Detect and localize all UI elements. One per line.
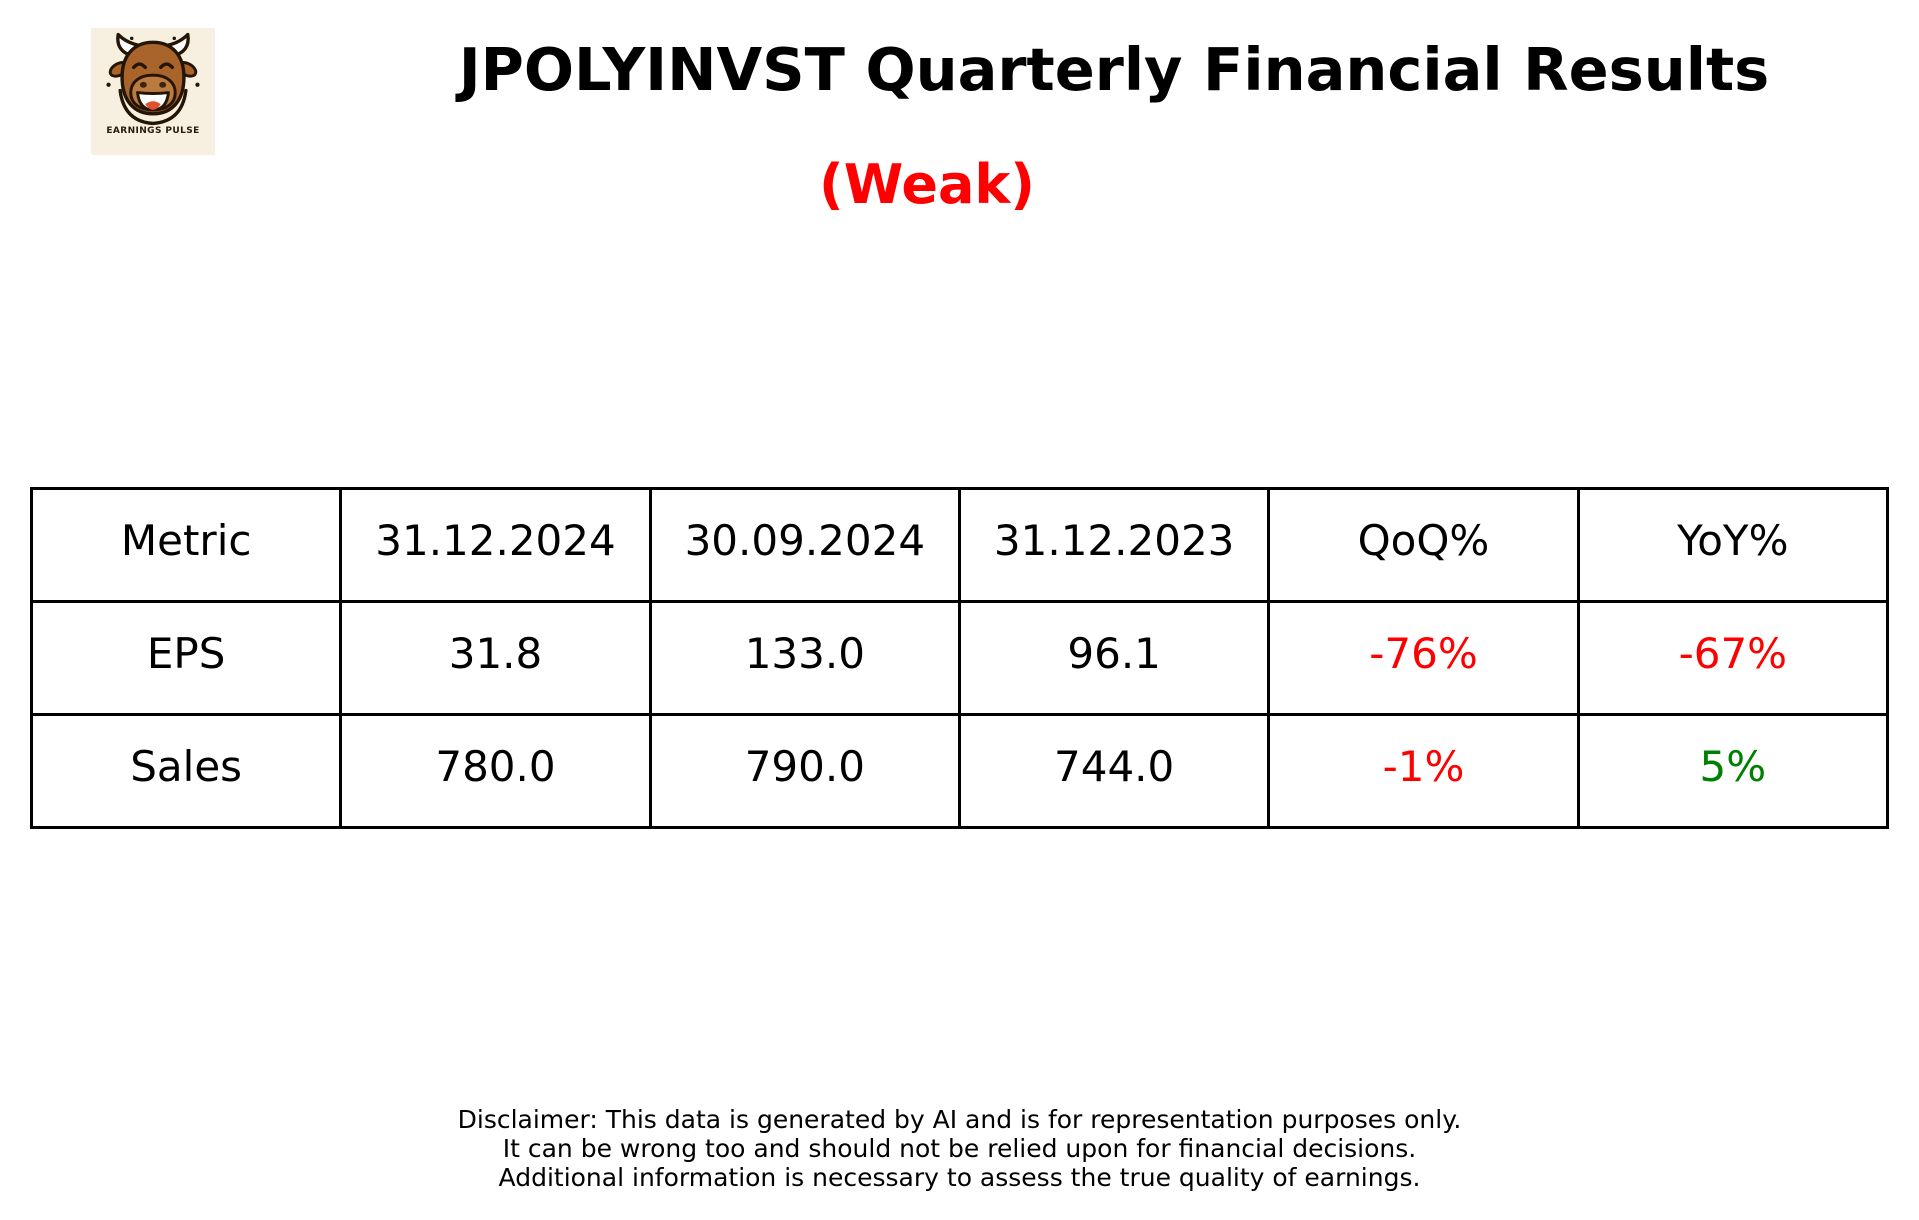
yoy-change-cell: -67%	[1576, 600, 1890, 716]
column-header-metric: Metric	[29, 487, 343, 603]
table-cell: 96.1	[957, 600, 1271, 716]
bull-cartoon-icon	[106, 32, 200, 126]
yoy-change-cell: 5%	[1576, 713, 1890, 829]
page-title: JPOLYINVST Quarterly Financial Results	[458, 35, 1770, 104]
quarterly-results-table: Metric 31.12.2024 30.09.2024 31.12.2023 …	[29, 487, 1890, 829]
logo-brand-text: EARNINGS PULSE	[106, 126, 200, 136]
table-cell: 744.0	[957, 713, 1271, 829]
table-cell: 790.0	[648, 713, 961, 829]
earnings-pulse-logo: EARNINGS PULSE	[91, 28, 215, 155]
table-row-eps: EPS 31.8 133.0 96.1 -76% -67%	[29, 600, 1890, 716]
column-header-q-current: 31.12.2024	[339, 487, 652, 603]
column-header-yoy: YoY%	[1576, 487, 1890, 603]
disclaimer-text: Disclaimer: This data is generated by AI…	[0, 1105, 1919, 1192]
table-cell: 133.0	[648, 600, 961, 716]
disclaimer-line: Disclaimer: This data is generated by AI…	[457, 1105, 1462, 1134]
column-header-qoq: QoQ%	[1267, 487, 1580, 603]
metric-label: Sales	[29, 713, 343, 829]
column-header-q-yearago: 31.12.2023	[957, 487, 1271, 603]
sentiment-label: (Weak)	[819, 153, 1035, 216]
table-cell: 31.8	[339, 600, 652, 716]
table-header-row: Metric 31.12.2024 30.09.2024 31.12.2023 …	[29, 487, 1890, 603]
qoq-change-cell: -1%	[1267, 713, 1580, 829]
metric-label: EPS	[29, 600, 343, 716]
column-header-q-previous: 30.09.2024	[648, 487, 961, 603]
disclaimer-line: It can be wrong too and should not be re…	[502, 1134, 1417, 1163]
table-row-sales: Sales 780.0 790.0 744.0 -1% 5%	[29, 713, 1890, 829]
table-cell: 780.0	[339, 713, 652, 829]
disclaimer-line: Additional information is necessary to a…	[498, 1163, 1421, 1192]
qoq-change-cell: -76%	[1267, 600, 1580, 716]
